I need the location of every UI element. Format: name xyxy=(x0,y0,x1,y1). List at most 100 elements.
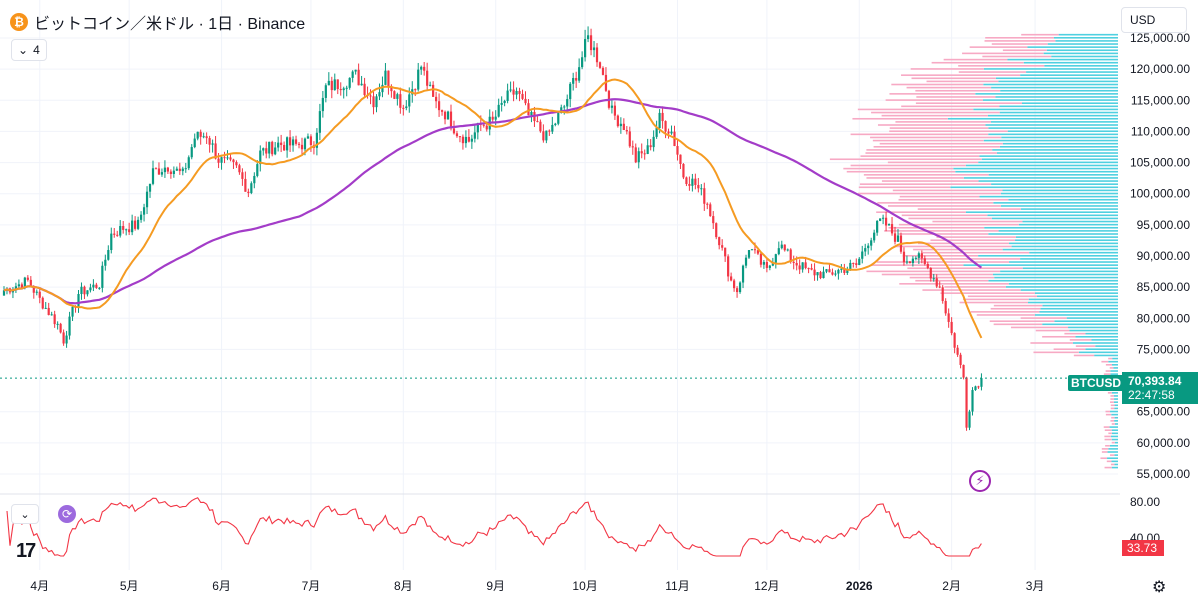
vp-bar-down xyxy=(1101,448,1109,450)
time-tick-label: 9月 xyxy=(486,579,505,593)
candle-body xyxy=(440,110,444,112)
candle-body xyxy=(464,136,467,144)
candle-body xyxy=(724,247,727,257)
candle-body xyxy=(631,146,634,148)
vp-bar-down xyxy=(1106,460,1112,463)
vp-bar-up xyxy=(1020,208,1118,210)
symbol-header[interactable]: ₿ ビットコイン／米ドル · 1日 · Binance xyxy=(10,10,305,34)
candle-body xyxy=(896,235,900,242)
candle-body xyxy=(220,157,223,163)
candle-body xyxy=(783,244,786,251)
vp-bar-down xyxy=(1042,335,1076,338)
candle-body xyxy=(244,178,247,192)
candle-body xyxy=(181,168,184,172)
vp-bar-up xyxy=(987,114,1118,117)
vp-bar-up xyxy=(1000,205,1118,207)
rsi-value-tag: 33.73 xyxy=(1122,540,1164,556)
vp-bar-down xyxy=(888,226,985,229)
price-tick-label: 125,000.00 xyxy=(1130,31,1190,45)
candle-body xyxy=(637,151,640,163)
candle-body xyxy=(634,147,637,163)
gear-icon[interactable]: ⚙ xyxy=(1152,579,1167,596)
currency-select[interactable]: USD xyxy=(1121,7,1187,33)
candle-body xyxy=(813,269,816,276)
vp-bar-down xyxy=(916,96,996,98)
candle-body xyxy=(53,314,56,325)
last-price-value: 70,393.84 xyxy=(1128,374,1182,388)
vp-bar-up xyxy=(988,174,1118,176)
candle-body xyxy=(932,278,935,280)
candle-body xyxy=(780,244,783,249)
candle-body xyxy=(83,286,86,295)
vp-bar-up xyxy=(965,211,1118,213)
candle-body xyxy=(530,111,533,116)
candle-body xyxy=(80,286,83,295)
vp-bar-down xyxy=(1053,348,1086,351)
vp-bar-down xyxy=(899,195,980,198)
candle-body xyxy=(819,272,822,279)
candle-body xyxy=(497,104,500,117)
vp-bar-down xyxy=(982,55,1052,58)
candle-body xyxy=(142,207,146,215)
candle-body xyxy=(122,226,125,230)
vp-bar-up xyxy=(1085,332,1118,335)
vp-bar-up xyxy=(982,99,1118,101)
candle-body xyxy=(315,132,318,148)
indicators-toggle-button[interactable]: ⌄ 4 xyxy=(11,39,47,61)
time-tick-label: 2026 xyxy=(846,579,873,593)
candle-body xyxy=(572,78,575,84)
symbol-title: ビットコイン／米ドル · 1日 · Binance xyxy=(34,16,306,33)
candle-body xyxy=(157,168,161,175)
vp-bar-down xyxy=(1105,444,1110,447)
price-axis[interactable]: 125,000.00 120,000.00 115,000.00 110,000.00… xyxy=(1130,31,1190,481)
candle-body xyxy=(524,98,527,104)
candle-body xyxy=(563,106,566,108)
time-tick-label: 12月 xyxy=(754,579,779,593)
candle-body xyxy=(849,262,852,270)
bar-countdown: 22:47:58 xyxy=(1128,388,1175,402)
candle-body xyxy=(810,268,813,270)
vp-bar-down xyxy=(915,279,989,282)
vp-bar-down xyxy=(907,267,1023,270)
sync-icon[interactable]: ⟳ xyxy=(58,505,76,523)
vp-bar-down xyxy=(857,108,974,111)
candle-body xyxy=(738,282,742,293)
vp-bar-up xyxy=(1114,404,1118,407)
candle-body xyxy=(741,265,745,283)
vp-bar-down xyxy=(860,155,980,157)
time-axis[interactable]: 4月 5月 6月 7月 8月 9月 10月 11月 12月 2026 2月 3月 xyxy=(30,579,1044,593)
candle-body xyxy=(458,136,462,138)
candle-body xyxy=(667,131,670,134)
candle-body xyxy=(575,78,578,81)
vp-bar-up xyxy=(1111,466,1118,469)
vp-bar-up xyxy=(1021,102,1118,104)
vp-bar-down xyxy=(1103,373,1111,375)
vp-bar-down xyxy=(910,68,984,70)
candle-body xyxy=(268,141,271,154)
candle-body xyxy=(852,262,855,264)
vp-bar-down xyxy=(1100,457,1108,460)
vp-bar-down xyxy=(884,230,999,232)
lightning-icon[interactable]: ⚡ xyxy=(969,470,991,492)
candle-body xyxy=(920,253,923,259)
vp-bar-up xyxy=(1055,40,1118,42)
candle-body xyxy=(643,153,646,155)
price-tick-label: 65,000.00 xyxy=(1137,405,1191,419)
vp-bar-up xyxy=(1044,65,1118,67)
vp-bar-up xyxy=(1051,55,1118,58)
candle-body xyxy=(110,233,113,251)
rsi-collapse-button[interactable]: ⌄ xyxy=(11,504,39,524)
candle-body xyxy=(485,125,488,130)
candle-body xyxy=(324,85,327,98)
tradingview-logo-icon[interactable]: 17 xyxy=(16,540,36,562)
candle-body xyxy=(879,218,882,221)
vp-bar-up xyxy=(992,273,1118,276)
candle-body xyxy=(557,113,560,124)
candle-body xyxy=(178,168,181,172)
candle-body xyxy=(423,66,426,71)
vp-bar-down xyxy=(1109,401,1114,403)
candle-body xyxy=(959,354,962,365)
candle-body xyxy=(286,137,289,151)
vp-bar-up xyxy=(1113,367,1118,369)
